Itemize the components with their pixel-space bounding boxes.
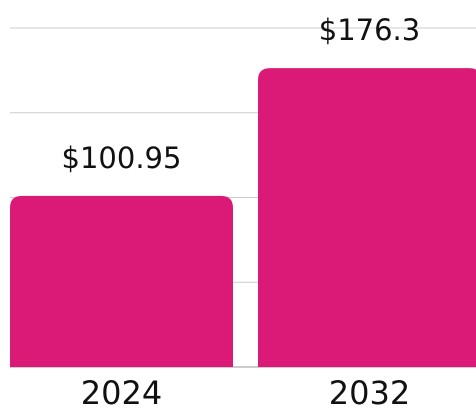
- x-tick-label: 2032: [329, 374, 410, 412]
- x-tick-label: 2024: [81, 374, 162, 412]
- value-label: $100.95: [62, 141, 182, 175]
- value-label: $176.3: [319, 13, 420, 47]
- bar: [10, 195, 233, 367]
- bar: [258, 68, 476, 367]
